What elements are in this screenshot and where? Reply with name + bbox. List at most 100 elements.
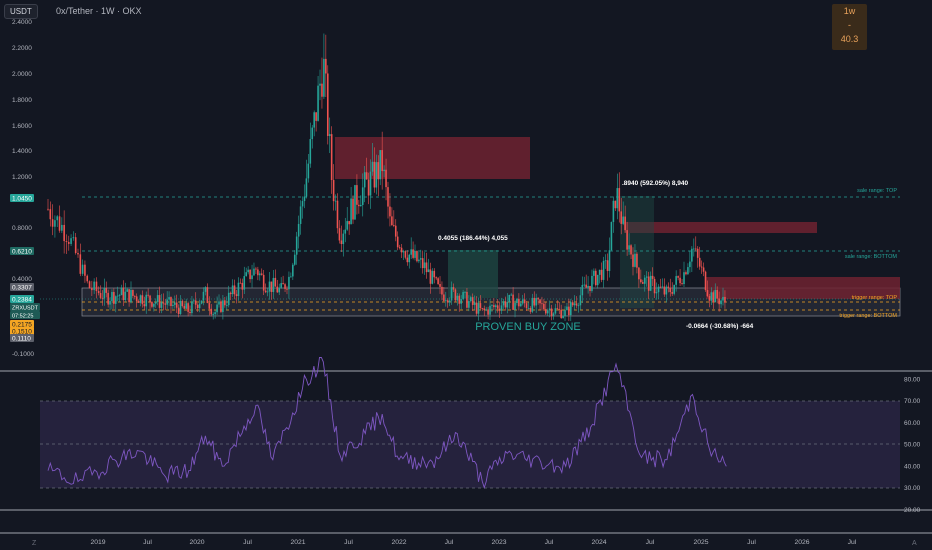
candle-body [630,245,632,255]
candle-body [67,241,70,244]
candle-body [301,201,304,207]
candle-body [253,268,255,276]
candle-body [210,308,213,315]
candle-body [282,283,284,285]
candle-body [600,269,603,280]
candle-body [573,303,576,306]
candle-body [237,282,240,297]
candle-body [669,287,672,293]
sale-top-label: sale range: TOP [857,188,897,194]
candles-group [47,33,726,321]
price-tick-label: 2.0000 [12,71,32,78]
candle-body [569,302,572,316]
candle-body [539,299,541,304]
price-tick-label: 0.8000 [12,225,32,232]
candle-body [393,225,395,226]
candle-body [502,301,505,306]
candle-body [700,266,703,268]
candle-body [206,287,209,304]
candle-body [663,286,666,295]
candle-body [194,300,197,305]
candle-body [350,198,352,225]
candle-body [543,303,545,310]
candle-body [235,294,238,297]
candle-body [419,258,422,260]
candle-body [429,269,432,284]
candle-body [504,301,507,308]
candle-body [175,302,178,308]
timeframe-box: 1w - 40.3 [832,4,867,50]
candle-body [610,222,613,251]
candle-body [421,258,424,269]
candle-body [571,302,574,306]
candle-body [437,278,439,285]
candle-body [122,287,125,301]
candle-body [360,204,362,207]
price-badge-label: 0.2175 [12,321,32,328]
candle-body [233,285,236,295]
candle-body [249,269,251,280]
auto-scale-icon[interactable]: A [912,540,917,547]
candle-body [191,301,193,314]
candle-body [352,198,354,220]
candle-body [323,58,325,97]
time-tick-label: 2019 [90,539,105,546]
candle-body [231,285,234,295]
candle-body [193,300,195,302]
currency-badge[interactable]: USDT [4,4,38,19]
candle-body [99,293,102,298]
candle-body [402,251,405,253]
candle-body [369,171,372,196]
candle-body [216,304,218,313]
candle-body [336,200,339,229]
candle-body [491,305,493,306]
candle-body [527,308,530,309]
candle-body [485,309,487,311]
time-tick-label: Jul [646,539,655,546]
candle-body [111,291,113,302]
candle-body [179,300,182,315]
candle-body [259,273,261,276]
measure-label-1: 0.4055 (186.44%) 4,055 [438,235,508,242]
candle-body [655,292,658,294]
candle-body [645,276,648,278]
candle-body [334,200,337,202]
candle-body [361,187,364,205]
candle-body [208,303,211,309]
candle-body [377,162,380,180]
candle-body [72,237,75,239]
candle-body [214,312,216,315]
timezone-icon[interactable]: Z [32,540,37,547]
candle-body [473,302,476,305]
price-badge-label: 0.3307 [12,284,32,291]
trigger-top-label: trigger range: TOP [852,295,898,301]
candle-body [608,250,611,271]
candle-body [196,304,199,309]
candle-body [272,277,275,292]
candle-body [416,251,418,262]
price-tick-label: 1.2000 [12,174,32,181]
candle-body [562,316,564,318]
trigger-bottom-label: trigger range: BOTTOM [839,313,897,319]
price-tick-label: 2.2000 [12,45,32,52]
candle-body [425,262,428,273]
candle-body [460,299,462,304]
candle-body [500,305,503,311]
candle-body [665,286,668,295]
candle-body [95,281,98,292]
candle-body [394,225,397,237]
price-tick-label: 1.8000 [12,97,32,104]
candle-body [712,292,715,303]
candle-body [54,220,56,227]
candle-body [606,260,609,271]
candle-body [200,300,203,304]
candle-body [116,295,119,297]
price-tick-label: -0.1000 [12,351,34,358]
candle-body [469,297,472,302]
candle-body [560,309,562,318]
candle-body [396,236,399,248]
candle-body [224,300,226,306]
rsi-tick-label: 60.00 [904,420,921,427]
candle-body [412,249,414,258]
